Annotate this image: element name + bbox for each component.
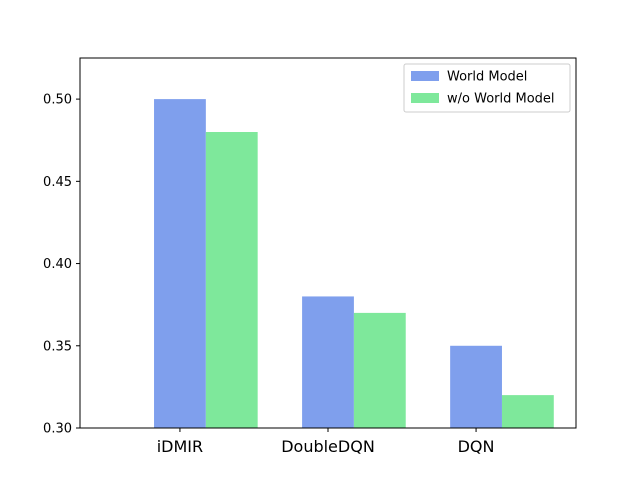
y-tick-label: 0.45 (43, 175, 72, 190)
x-tick-label: iDMIR (157, 437, 203, 456)
x-axis: iDMIR DoubleDQN DQN (157, 428, 495, 456)
legend-label: w/o World Model (447, 92, 555, 107)
legend-swatch (411, 71, 439, 81)
bar-w-o-world-model-doubledqn (353, 312, 406, 428)
bar-world-model-dqn (450, 345, 502, 428)
y-tick-label: 0.40 (43, 257, 72, 272)
y-tick-label: 0.30 (43, 422, 72, 437)
y-axis: 0.30 0.35 0.40 0.45 0.50 (43, 93, 80, 437)
bar-w-o-world-model-idmir (205, 132, 258, 428)
bar-world-model-idmir (154, 99, 206, 429)
legend-swatch (411, 93, 439, 103)
bar-world-model-doubledqn (302, 296, 354, 428)
bar-w-o-world-model-dqn (501, 395, 554, 428)
y-tick-label: 0.35 (43, 339, 72, 354)
y-tick-label: 0.50 (43, 93, 72, 108)
legend-label: World Model (447, 70, 527, 85)
legend: World Model w/o World Model (403, 63, 571, 113)
x-tick-label: DQN (458, 437, 495, 456)
bars-layer (154, 99, 554, 429)
x-tick-label: DoubleDQN (281, 437, 375, 456)
legend-box (403, 63, 571, 113)
